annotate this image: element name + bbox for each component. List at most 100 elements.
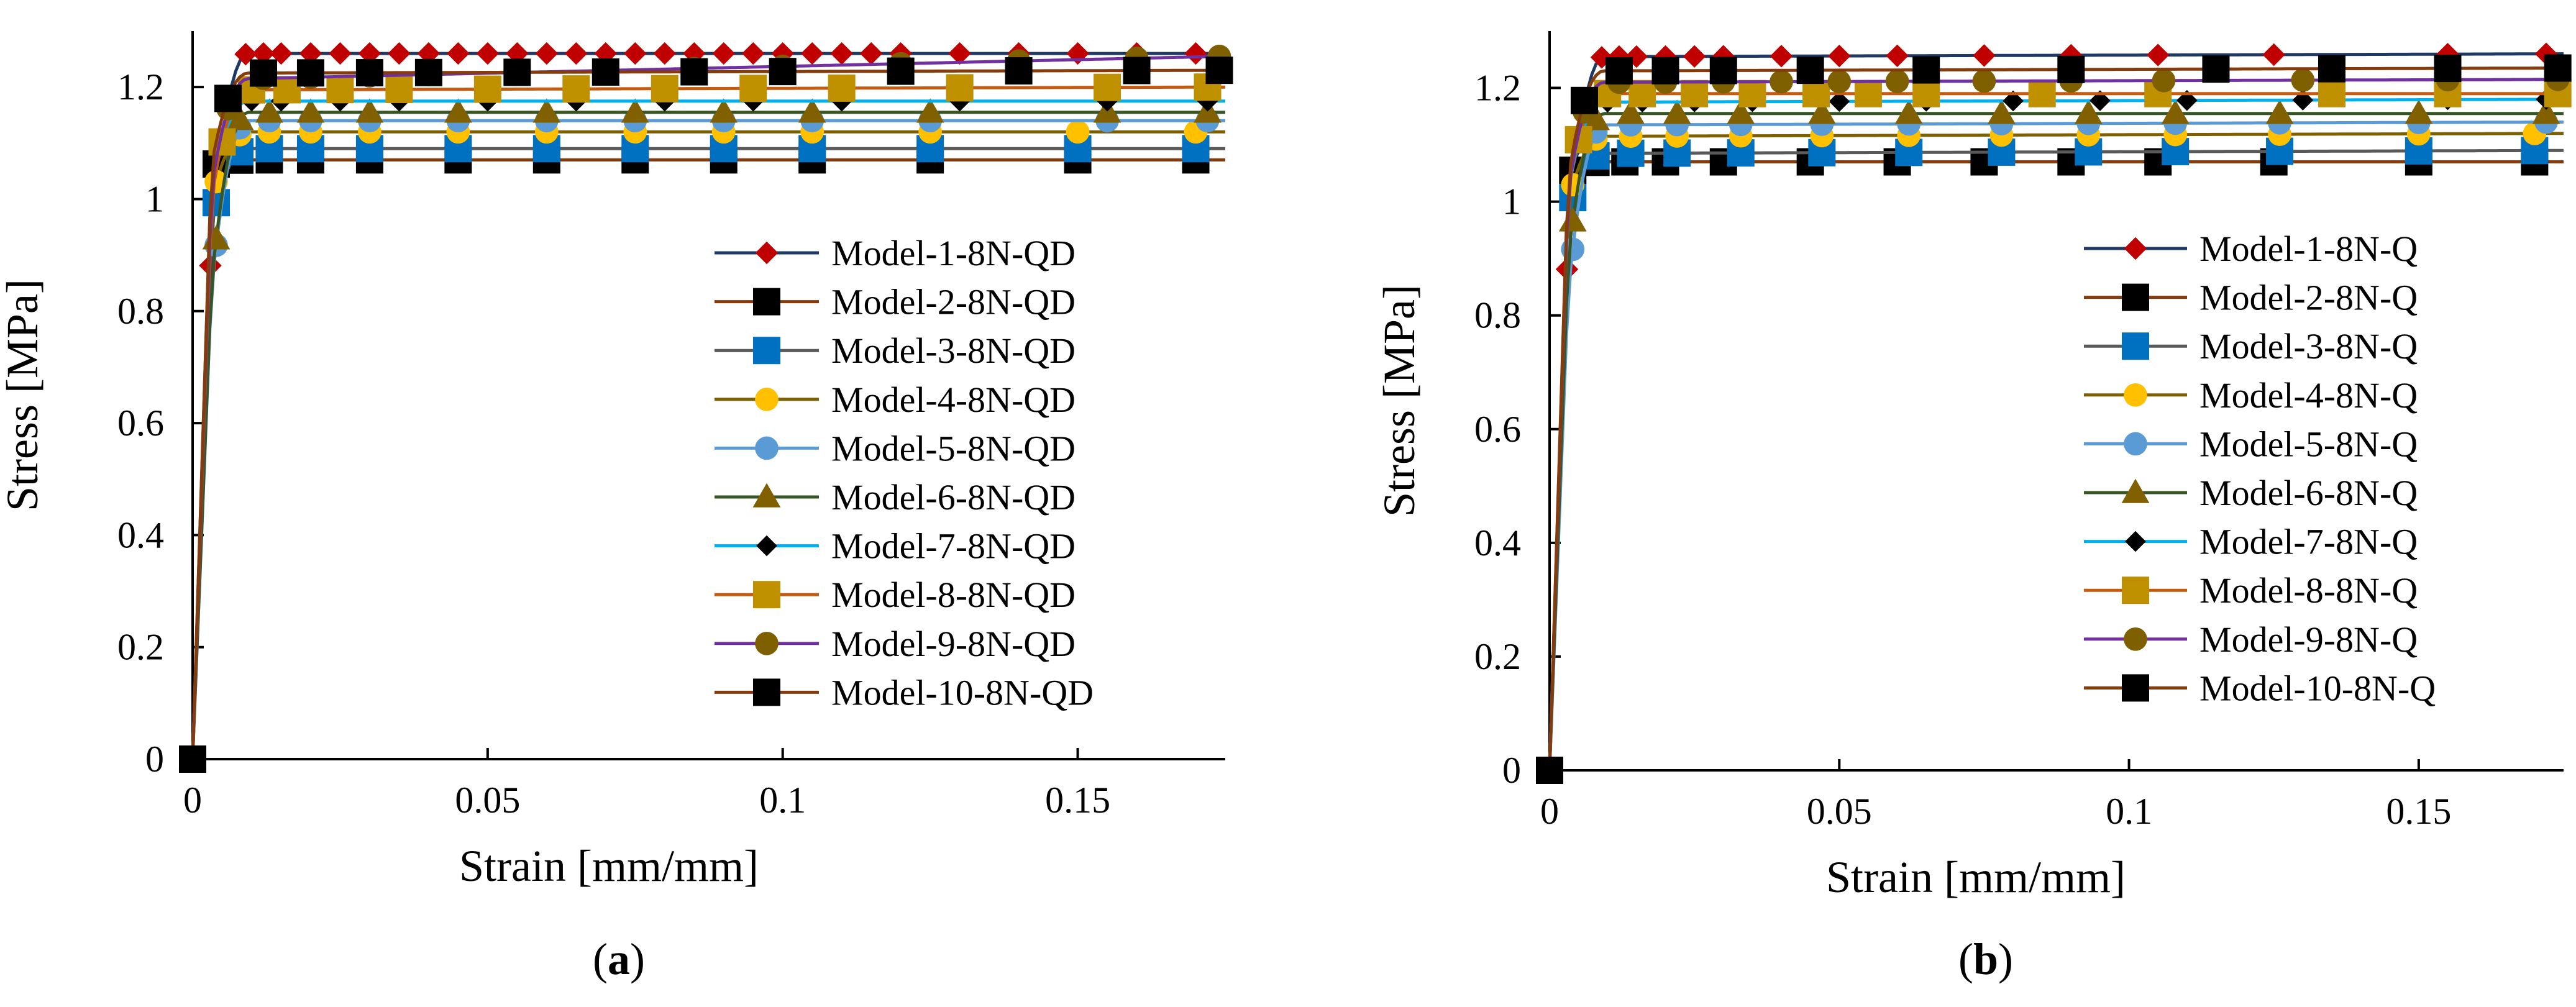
data-point (249, 59, 277, 87)
data-point (1625, 45, 1648, 68)
data-point (202, 225, 231, 250)
axes: 0 0.05 0.1 0.15 0 0.2 0.4 0.6 0.8 1 1.2 (1474, 31, 2564, 832)
data-point (214, 84, 242, 112)
legend-marker (753, 581, 780, 609)
legend-item: Model-7-8N-QD (715, 526, 1076, 567)
legend-label: Model-8-8N-QD (831, 575, 1076, 615)
data-point (562, 75, 590, 103)
legend-label: Model-7-8N-QD (831, 526, 1076, 567)
data-point (1727, 99, 1755, 124)
data-point (2202, 55, 2230, 83)
data-point (1854, 80, 1882, 107)
legend-item: Model-9-8N-QD (715, 624, 1076, 664)
data-point (1005, 57, 1033, 85)
series-10 (1536, 54, 2572, 784)
panel-label: (b) (1958, 934, 2013, 984)
data-point (299, 42, 322, 65)
y-tick-label: 1.2 (117, 66, 164, 107)
legend-label: Model-3-8N-Q (2199, 326, 2418, 367)
panel-label: (a) (593, 934, 645, 984)
data-point (1894, 99, 1923, 124)
data-point (1605, 57, 1633, 85)
data-point (1184, 42, 1207, 65)
data-point (1770, 45, 1793, 68)
legend-label: Model-4-8N-QD (831, 380, 1076, 420)
data-point (1617, 99, 1645, 124)
legend-label: Model-8-8N-Q (2199, 570, 2418, 611)
chart-panel-b: 0 0.05 0.1 0.15 0 0.2 0.4 0.6 0.8 1 1.2 Strain [mm/… (1374, 31, 2572, 984)
data-point (270, 42, 293, 65)
data-point (1912, 80, 1940, 107)
data-point (2265, 99, 2294, 124)
x-tick-label: 0.15 (2386, 791, 2451, 832)
data-point (1802, 80, 1830, 107)
data-point (2291, 68, 2315, 92)
legend-item: Model-4-8N-Q (2084, 375, 2418, 416)
legend-marker (753, 337, 780, 365)
legend-label: Model-9-8N-Q (2199, 619, 2418, 660)
data-point (1807, 99, 1836, 124)
y-tick-label: 1.2 (1474, 68, 1521, 109)
data-point (1709, 57, 1737, 84)
y-axis-title: Stress [MPa] (0, 279, 47, 511)
legend-item: Model-6-8N-QD (715, 477, 1076, 517)
data-point (503, 58, 531, 86)
legend-item: Model-8-8N-QD (715, 575, 1076, 615)
data-point (329, 42, 352, 65)
data-point (946, 74, 974, 102)
series-line (1548, 132, 2564, 771)
series-line (1548, 112, 2564, 771)
legend-label: Model-6-8N-Q (2199, 473, 2418, 513)
data-point (1628, 80, 1656, 107)
legend-label: Model-5-8N-Q (2199, 424, 2418, 464)
y-tick-label: 0 (145, 739, 164, 780)
y-tick-label: 1 (1502, 181, 1521, 222)
chart-panel-a: 0 0.05 0.1 0.15 0 0.2 0.4 0.6 0.8 1 1.2 Strain [mm/… (0, 31, 1233, 984)
data-point (1570, 86, 1598, 114)
data-point (2532, 99, 2560, 124)
data-point (385, 75, 413, 103)
y-tick-label: 0.6 (117, 403, 164, 444)
data-point (591, 58, 619, 86)
legend-item: Model-10-8N-Q (2084, 668, 2436, 708)
legend-marker (752, 483, 781, 508)
data-point (769, 58, 797, 86)
series-10 (179, 57, 1233, 773)
legend-marker (2122, 332, 2149, 360)
legend-label: Model-3-8N-QD (831, 330, 1076, 371)
plot-area (178, 42, 1233, 773)
data-point (1651, 57, 1679, 84)
data-point (202, 189, 230, 217)
legend-label: Model-10-8N-QD (831, 672, 1094, 713)
data-point (2318, 55, 2345, 83)
legend-marker (755, 436, 779, 460)
x-tick-label: 0 (183, 780, 202, 821)
data-point (712, 42, 735, 65)
data-point (2090, 90, 2111, 111)
data-point (739, 75, 767, 103)
legend-item: Model-10-8N-QD (715, 672, 1094, 713)
legend-item: Model-3-8N-QD (715, 330, 1076, 371)
legend-label: Model-1-8N-QD (831, 233, 1076, 273)
data-point (326, 76, 354, 104)
legend-label: Model-2-8N-QD (831, 282, 1076, 322)
y-tick-label: 0.8 (1474, 295, 1521, 336)
data-point (476, 42, 500, 65)
legend-marker (2122, 674, 2149, 702)
legend-marker (2125, 531, 2146, 552)
y-tick-label: 0.2 (1474, 636, 1521, 677)
y-tick-label: 0.8 (117, 291, 164, 332)
legend-item: Model-2-8N-Q (2084, 278, 2418, 318)
data-point (1770, 70, 1793, 94)
data-point (742, 42, 765, 65)
legend-marker (755, 387, 779, 411)
x-axis-title: Strain [mm/mm] (1826, 852, 2126, 902)
data-point (535, 42, 559, 65)
data-point (1972, 69, 1996, 93)
series-8 (179, 73, 1225, 773)
data-point (444, 98, 472, 123)
legend-label: Model-4-8N-Q (2199, 375, 2418, 416)
data-point (1094, 73, 1121, 101)
data-point (1066, 120, 1090, 144)
data-point (273, 76, 301, 104)
